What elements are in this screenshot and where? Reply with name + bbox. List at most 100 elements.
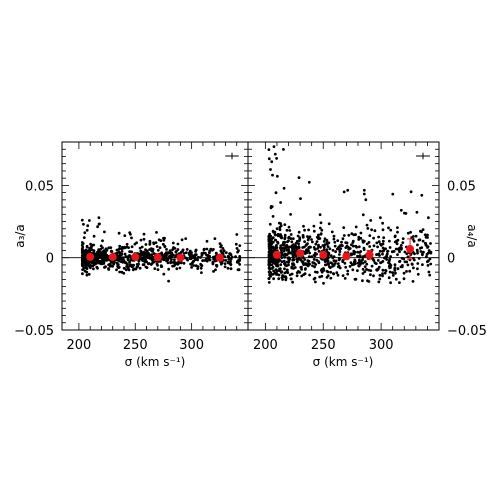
scatter-point [416, 272, 420, 276]
scatter-point [361, 239, 365, 243]
scatter-point [118, 256, 122, 260]
scatter-point [287, 239, 290, 243]
scatter-point [388, 262, 392, 266]
scatter-point [326, 274, 330, 278]
scatter-point [200, 252, 204, 256]
scatter-point [389, 255, 392, 258]
binned-mean-point [319, 250, 328, 259]
scatter-point [357, 238, 361, 241]
scatter-point [94, 255, 97, 259]
scatter-point [147, 262, 151, 265]
scatter-point [121, 257, 125, 260]
scatter-point [405, 252, 409, 256]
scatter-point [319, 221, 323, 225]
scatter-point [238, 263, 242, 266]
scatter-point [307, 262, 310, 266]
scatter-point [219, 249, 223, 253]
scatter-point [336, 239, 340, 243]
scatter-point [270, 246, 274, 250]
scatter-point [290, 265, 294, 269]
scatter-point [81, 245, 85, 249]
scatter-point [357, 245, 361, 249]
scatter-point [81, 272, 84, 276]
scatter-point [109, 250, 113, 253]
scatter-point [276, 260, 280, 263]
scatter-point [267, 250, 271, 254]
scatter-point [376, 259, 380, 262]
scatter-point [153, 267, 157, 270]
scatter-point [313, 254, 317, 258]
scatter-point [315, 258, 319, 262]
scatter-point [340, 240, 343, 244]
scatter-point [365, 223, 369, 227]
scatter-point [314, 263, 318, 266]
scatter-point [348, 265, 352, 268]
scatter-point [403, 250, 407, 254]
scatter-point [280, 276, 284, 279]
scatter-point [212, 270, 215, 273]
scatter-point [381, 242, 385, 246]
scatter-point [372, 244, 376, 248]
scatter-point [362, 188, 366, 192]
scatter-point [301, 260, 305, 264]
scatter-point [222, 249, 226, 253]
scatter-point [301, 256, 305, 259]
scatter-point [310, 238, 313, 241]
scatter-point [126, 258, 130, 262]
right-scatter-points [267, 145, 433, 285]
binned-mean-point [86, 252, 95, 261]
scatter-point [323, 237, 327, 241]
scatter-point [176, 248, 180, 251]
scatter-point [279, 222, 282, 225]
scatter-point [234, 255, 238, 258]
scatter-point [279, 263, 283, 267]
scatter-point [201, 259, 205, 262]
scatter-point [292, 258, 296, 261]
y-tick-label: 0 [447, 252, 455, 267]
left-scatter-points [80, 216, 242, 283]
scatter-point [354, 233, 357, 236]
scatter-point [341, 274, 345, 277]
scatter-point [297, 246, 301, 250]
scatter-point [416, 243, 419, 247]
scatter-point [95, 265, 99, 269]
scatter-point [184, 237, 188, 241]
scatter-point [156, 263, 159, 267]
scatter-point [267, 148, 271, 152]
scatter-point [291, 255, 295, 259]
scatter-point [213, 237, 217, 241]
scatter-point [102, 262, 106, 265]
scatter-point [161, 254, 165, 258]
scatter-point [348, 247, 352, 250]
scatter-point [93, 262, 97, 266]
scatter-point [278, 228, 282, 232]
scatter-point [335, 271, 339, 275]
scatter-point [295, 247, 299, 251]
scatter-point [400, 256, 404, 260]
scatter-point [363, 265, 367, 268]
y-tick-label: −0.05 [447, 324, 487, 339]
scatter-point [141, 258, 145, 262]
scatter-point [184, 251, 188, 255]
scatter-point [267, 245, 271, 249]
scatter-point [368, 234, 372, 238]
scatter-point [167, 267, 171, 271]
scatter-point [139, 238, 143, 242]
scatter-point [82, 222, 85, 226]
scatter-point [158, 246, 162, 250]
scatter-point [273, 230, 277, 234]
scatter-point [295, 239, 299, 243]
scatter-point [230, 255, 234, 259]
scatter-point [341, 244, 344, 248]
scatter-point [235, 233, 239, 236]
scatter-point [285, 228, 289, 232]
binned-mean-point [272, 250, 281, 259]
scatter-point [284, 275, 288, 279]
scatter-point [338, 257, 342, 261]
binned-mean-point [342, 252, 351, 261]
scatter-point [331, 265, 334, 268]
scatter-point [281, 274, 284, 277]
scatter-point [283, 267, 286, 271]
scatter-point [406, 263, 410, 267]
right-x-tick-labels: 200 250 300 [253, 338, 394, 353]
